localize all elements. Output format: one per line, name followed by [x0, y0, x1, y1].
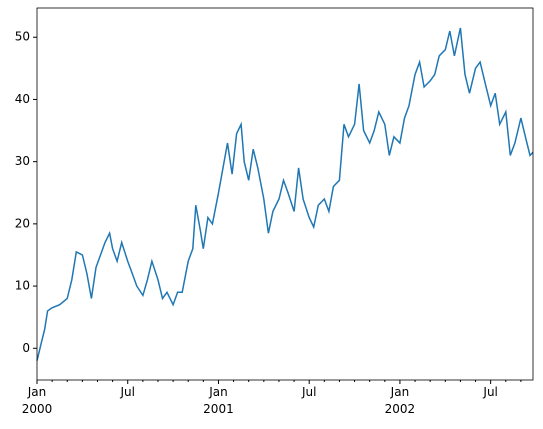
y-tick-label: 40: [15, 92, 30, 106]
x-tick-label: Jan 2000: [21, 385, 53, 416]
line: [36, 27, 534, 361]
x-tick-label: Jul: [120, 385, 135, 399]
x-tick-label: Jul: [483, 385, 498, 399]
y-tick-label: 50: [15, 30, 30, 44]
axes-frame: [36, 7, 534, 381]
y-tick-label: 20: [15, 216, 30, 230]
y-tick-label: 0: [22, 341, 30, 355]
x-tick-label: Jan 2001: [203, 385, 234, 416]
y-tick-label: 30: [15, 154, 30, 168]
y-tick-label: 10: [15, 279, 30, 293]
x-tick-label: Jul: [301, 385, 317, 399]
x-tick-label: Jan 2002: [384, 385, 416, 416]
